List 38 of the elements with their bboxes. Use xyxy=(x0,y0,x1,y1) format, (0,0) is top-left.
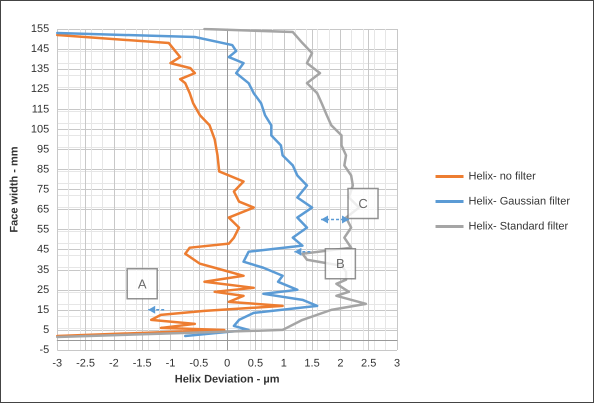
annotation: B xyxy=(336,256,345,272)
x-tick-label: 1.5 xyxy=(304,358,320,370)
y-tick-label: 35 xyxy=(37,264,50,276)
x-tick-label: -1.5 xyxy=(132,358,152,370)
x-tick-label: -1 xyxy=(166,358,176,370)
x-tick-label: 1 xyxy=(280,358,287,370)
y-tick-label: 45 xyxy=(37,244,50,256)
x-tick-label: 2 xyxy=(337,358,344,370)
x-tick-label: -2 xyxy=(108,358,119,370)
y-tick-label: 95 xyxy=(37,143,50,156)
y-tick-label: 155 xyxy=(30,23,50,35)
y-tick-label: 25 xyxy=(37,284,50,296)
annotation: C xyxy=(358,196,368,212)
legend-label: Helix- Gaussian filter xyxy=(468,196,570,208)
legend-label: Helix- Standard filter xyxy=(468,220,569,232)
legend-label: Helix- no filter xyxy=(468,170,536,182)
y-axis-title: Face width - mm xyxy=(8,146,20,233)
y-tick-label: 65 xyxy=(37,204,50,216)
y-tick-label: 85 xyxy=(37,163,50,176)
y-tick-label: 145 xyxy=(30,43,50,56)
x-tick-label: 2.5 xyxy=(361,358,376,370)
y-tick-label: 55 xyxy=(37,224,50,236)
x-axis-title: Helix Deviation - µm xyxy=(174,374,280,386)
y-tick-label: 115 xyxy=(32,103,50,116)
y-tick-label: 75 xyxy=(37,184,50,196)
y-tick-label: 5 xyxy=(43,324,50,336)
y-tick-label: 125 xyxy=(30,83,50,96)
y-tick-label: 135 xyxy=(30,63,50,76)
x-tick-label: -3 xyxy=(52,358,62,370)
y-tick-label: -5 xyxy=(39,344,50,356)
x-tick-label: 3 xyxy=(394,358,400,370)
x-tick-label: 0.5 xyxy=(248,358,264,370)
x-tick-label: -2.5 xyxy=(76,358,96,370)
y-tick-label: 15 xyxy=(37,304,50,316)
y-tick-label: 105 xyxy=(30,123,50,136)
x-tick-label: -0.5 xyxy=(189,358,208,370)
x-tick-label: 0 xyxy=(224,358,230,370)
annotation: A xyxy=(138,276,147,292)
